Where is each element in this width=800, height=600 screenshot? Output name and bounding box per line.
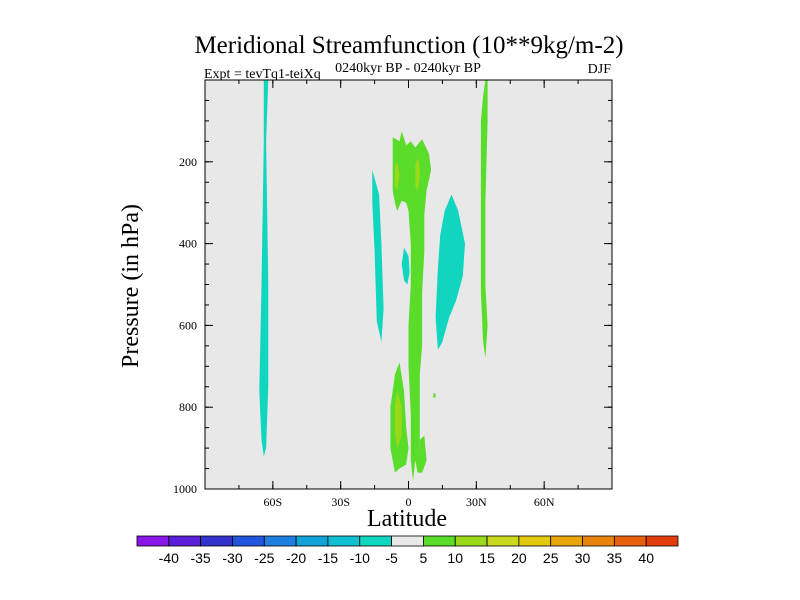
colorbar-tick-label: 15 xyxy=(479,550,495,566)
colorbar-tick-label: -25 xyxy=(254,550,274,566)
colorbar-tick-label: 20 xyxy=(511,550,527,566)
y-tick-label: 1000 xyxy=(173,482,197,496)
colorbar-tick-label: -15 xyxy=(318,550,338,566)
colorbar-swatch xyxy=(454,535,488,547)
y-tick-label: 600 xyxy=(179,318,197,332)
chart-subtitle-right: DJF xyxy=(588,62,612,77)
chart-title: Meridional Streamfunction (10**9kg/m-2) xyxy=(194,32,623,59)
colorbar-swatch xyxy=(391,535,424,547)
region-north-tropics-negative xyxy=(435,194,465,350)
y-tick-label: 400 xyxy=(179,237,197,251)
plot-area xyxy=(205,80,612,489)
colorbar-tick-label: 40 xyxy=(638,550,654,566)
region-lower-right-positive-5 xyxy=(419,435,427,473)
colorbar-swatch xyxy=(327,535,361,547)
colorbar-swatch xyxy=(263,535,297,547)
colorbar-tick-label: 10 xyxy=(447,550,463,566)
region-north-positive-5 xyxy=(480,80,488,359)
colorbar-tick-label: -20 xyxy=(286,550,306,566)
colorbar-swatch xyxy=(232,535,265,547)
region-speck xyxy=(433,392,436,399)
colorbar-swatch xyxy=(613,535,647,547)
region-lower-positive-10 xyxy=(394,390,402,449)
y-tick-label: 200 xyxy=(179,155,197,169)
region-upper-positive-10-right xyxy=(415,157,420,191)
x-axis-label: Latitude xyxy=(367,506,447,532)
x-tick-label: 60N xyxy=(534,495,555,509)
colorbar-tick-label: -10 xyxy=(350,550,370,566)
y-tick-label: 800 xyxy=(179,400,197,414)
colorbar-tick-label: -5 xyxy=(385,550,398,566)
colorbar-swatch xyxy=(645,535,679,547)
colorbar-tick-label: 25 xyxy=(543,550,559,566)
colorbar-swatch xyxy=(200,535,233,547)
colorbar-tick-label: 35 xyxy=(607,550,623,566)
chart-subtitle-left: Expt = tevTq1-teiXq xyxy=(204,67,321,82)
colorbar-swatch xyxy=(359,535,392,547)
region-far-south-negative xyxy=(259,80,269,457)
x-tick-label: 30S xyxy=(331,495,350,509)
colorbar-swatch xyxy=(295,535,329,547)
region-equator-small-negative xyxy=(401,247,410,285)
colorbar-tick-label: 30 xyxy=(575,550,591,566)
colorbar-swatch xyxy=(582,535,615,547)
colorbar-swatch xyxy=(168,535,202,547)
region-upper-positive-5 xyxy=(392,131,432,481)
colorbar-swatch xyxy=(423,535,456,547)
colorbar-tick-label: -35 xyxy=(190,550,210,566)
region-south-tropics-negative xyxy=(372,170,384,342)
colorbar: -40 -35 -30 -25 -20 -15 -10 -5 5 10 15 20 25 30 35 40 xyxy=(136,535,679,566)
chart-subtitle-center: 0240kyr BP - 0240kyr BP xyxy=(335,61,481,76)
x-tick-label: 30N xyxy=(466,495,487,509)
colorbar-tick-label: 5 xyxy=(420,550,428,566)
colorbar-swatch xyxy=(550,535,583,547)
colorbar-swatch xyxy=(518,535,552,547)
colorbar-swatch xyxy=(486,535,520,547)
colorbar-swatch xyxy=(136,535,170,547)
region-upper-positive-10-left xyxy=(394,161,400,191)
axes: 60S 30S 0 30N 60N 200 400 600 800 1000 xyxy=(173,79,613,509)
colorbar-tick-label: -30 xyxy=(222,550,242,566)
x-tick-label: 60S xyxy=(263,495,282,509)
x-tick-label: 0 xyxy=(406,495,412,509)
y-axis-label: Pressure (in hPa) xyxy=(118,204,144,368)
colorbar-tick-label: -40 xyxy=(159,550,179,566)
